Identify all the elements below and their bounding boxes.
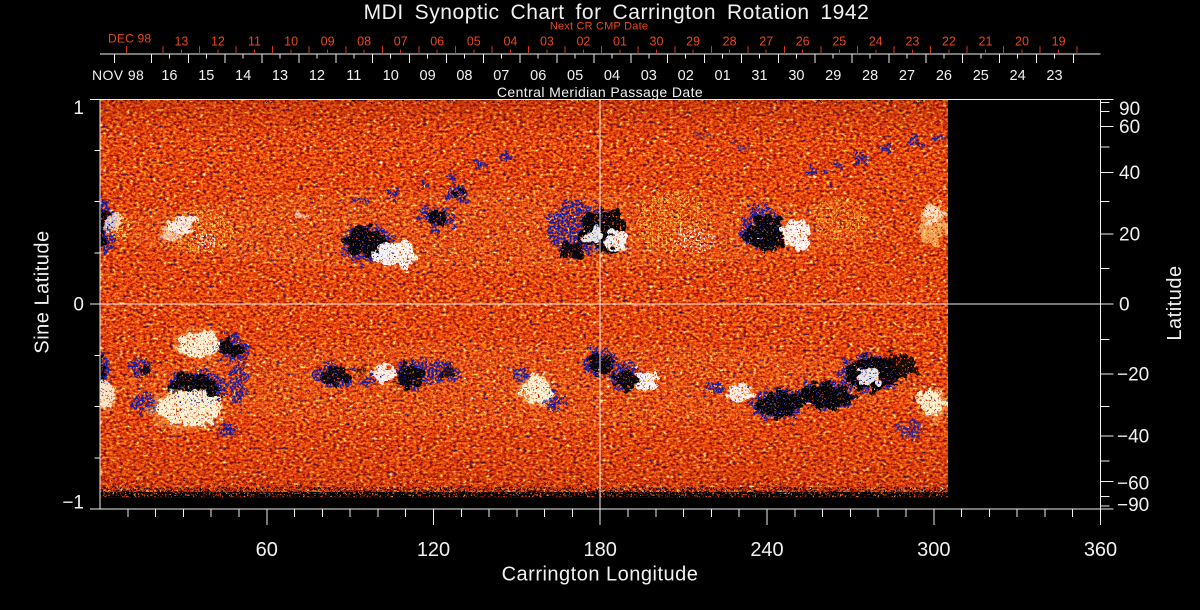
svg-text:06: 06	[430, 35, 444, 49]
svg-text:13: 13	[272, 68, 288, 84]
svg-text:03: 03	[540, 35, 554, 49]
svg-text:07: 07	[493, 68, 509, 84]
svg-text:24: 24	[869, 35, 883, 49]
svg-text:05: 05	[467, 35, 481, 49]
svg-text:12: 12	[309, 68, 325, 84]
svg-text:10: 10	[383, 68, 399, 84]
svg-text:08: 08	[357, 35, 371, 49]
svg-text:Sine Latitude: Sine Latitude	[32, 230, 54, 353]
svg-text:01: 01	[715, 68, 731, 84]
svg-text:90: 90	[1119, 99, 1140, 120]
svg-text:−60: −60	[1117, 474, 1149, 495]
svg-text:0: 0	[1119, 295, 1130, 316]
svg-text:12: 12	[211, 35, 225, 49]
svg-text:MDI Synoptic Chart for Carring: MDI Synoptic Chart for Carrington Rotati…	[364, 1, 870, 24]
svg-text:40: 40	[1119, 163, 1140, 184]
svg-text:22: 22	[942, 35, 956, 49]
svg-text:29: 29	[825, 68, 841, 84]
svg-text:240: 240	[750, 539, 783, 561]
svg-text:28: 28	[723, 35, 737, 49]
svg-text:01: 01	[613, 35, 627, 49]
svg-text:300: 300	[917, 539, 950, 561]
svg-text:29: 29	[686, 35, 700, 49]
svg-text:30: 30	[650, 35, 664, 49]
svg-text:26: 26	[796, 35, 810, 49]
svg-text:25: 25	[832, 35, 846, 49]
svg-text:23: 23	[905, 35, 919, 49]
svg-text:20: 20	[1119, 225, 1140, 246]
svg-text:60: 60	[256, 539, 278, 561]
svg-text:02: 02	[576, 35, 590, 49]
svg-text:10: 10	[284, 35, 298, 49]
svg-text:06: 06	[530, 68, 546, 84]
svg-text:14: 14	[235, 68, 251, 84]
svg-text:Latitude: Latitude	[1164, 265, 1186, 340]
svg-text:−40: −40	[1117, 426, 1149, 447]
svg-text:−1: −1	[62, 493, 84, 514]
svg-text:30: 30	[788, 68, 804, 84]
svg-text:27: 27	[899, 68, 915, 84]
svg-text:−90: −90	[1117, 495, 1149, 516]
svg-text:04: 04	[604, 68, 620, 84]
svg-text:1: 1	[73, 98, 84, 119]
svg-text:180: 180	[584, 539, 617, 561]
svg-text:Next CR CMP Date: Next CR CMP Date	[550, 21, 648, 33]
svg-text:16: 16	[161, 68, 177, 84]
svg-text:60: 60	[1119, 117, 1140, 138]
svg-text:23: 23	[1046, 68, 1062, 84]
svg-text:19: 19	[1052, 35, 1066, 49]
svg-text:Carrington Longitude: Carrington Longitude	[502, 564, 699, 586]
svg-text:21: 21	[979, 35, 993, 49]
svg-text:13: 13	[174, 35, 188, 49]
svg-text:31: 31	[751, 68, 767, 84]
svg-text:28: 28	[862, 68, 878, 84]
svg-text:08: 08	[456, 68, 472, 84]
svg-text:360: 360	[1084, 539, 1117, 561]
svg-text:DEC 98: DEC 98	[108, 32, 151, 46]
svg-text:−20: −20	[1117, 365, 1149, 386]
svg-text:15: 15	[198, 68, 214, 84]
svg-text:25: 25	[973, 68, 989, 84]
svg-text:120: 120	[417, 539, 450, 561]
svg-text:Central Meridian Passage Date: Central Meridian Passage Date	[497, 84, 703, 100]
svg-text:0: 0	[73, 295, 84, 316]
svg-text:04: 04	[503, 35, 517, 49]
svg-text:20: 20	[1015, 35, 1029, 49]
svg-text:NOV 98: NOV 98	[92, 67, 144, 83]
svg-text:05: 05	[567, 68, 583, 84]
svg-text:11: 11	[346, 68, 361, 84]
svg-text:24: 24	[1010, 68, 1026, 84]
svg-text:11: 11	[248, 35, 261, 49]
svg-text:09: 09	[321, 35, 335, 49]
svg-text:07: 07	[394, 35, 408, 49]
svg-text:09: 09	[420, 68, 436, 84]
svg-text:26: 26	[936, 68, 952, 84]
svg-text:03: 03	[641, 68, 657, 84]
svg-text:02: 02	[678, 68, 694, 84]
svg-text:27: 27	[759, 35, 773, 49]
